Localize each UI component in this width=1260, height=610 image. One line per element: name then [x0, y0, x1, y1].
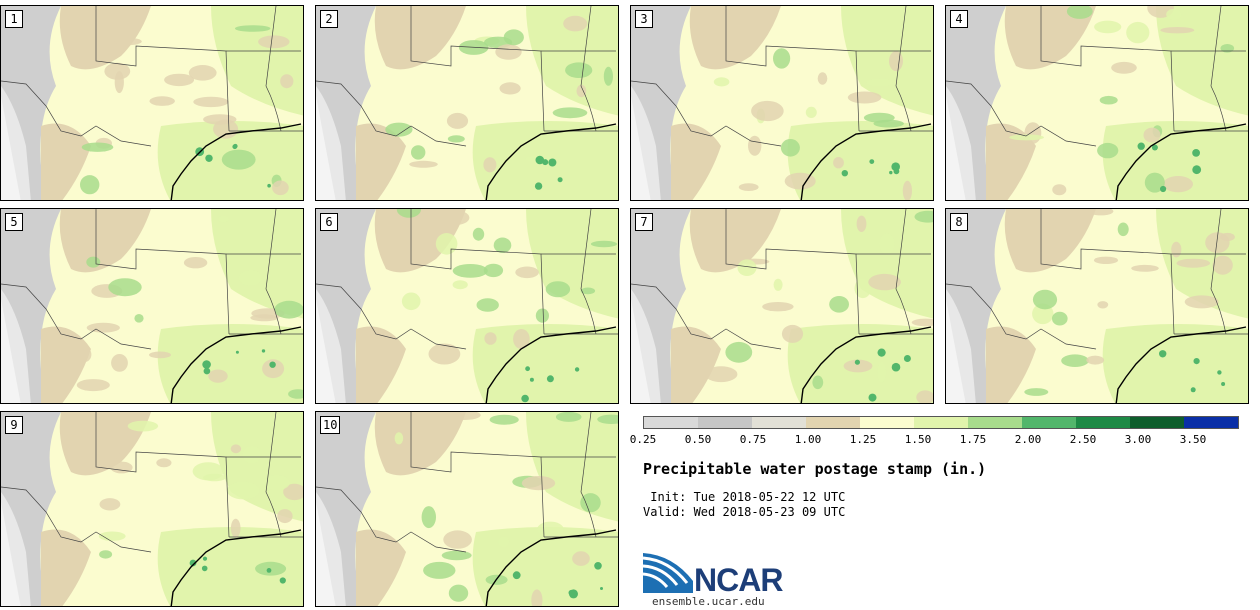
ncar-logo-text: NCAR [694, 562, 783, 598]
colorbar-tick-label: 3.50 [1179, 433, 1207, 446]
colorbar-tick-label: 1.00 [794, 433, 822, 446]
init-time: Init: Tue 2018-05-22 12 UTC [643, 490, 846, 504]
colorbar-swatch [752, 417, 806, 428]
colorbar-tick-label: 0.75 [739, 433, 767, 446]
colorbar-swatch [1022, 417, 1076, 428]
member-panel: 6 [315, 208, 619, 404]
colorbar-tick-label: 1.75 [959, 433, 987, 446]
member-panel: 7 [630, 208, 934, 404]
colorbar-swatch [860, 417, 914, 428]
pw-map [1, 412, 303, 606]
colorbar-tick-label: 2.00 [1014, 433, 1042, 446]
colorbar-swatch [1076, 417, 1130, 428]
member-number: 2 [320, 10, 338, 28]
member-panel: 9 [0, 411, 304, 607]
colorbar [643, 416, 1239, 429]
member-panel: 5 [0, 208, 304, 404]
member-number: 5 [5, 213, 23, 231]
member-number: 6 [320, 213, 338, 231]
pw-map [316, 412, 618, 606]
member-number: 8 [950, 213, 968, 231]
pw-map [1, 6, 303, 200]
member-panel: 3 [630, 5, 934, 201]
member-number: 1 [5, 10, 23, 28]
member-number: 9 [5, 416, 23, 434]
colorbar-tick-label: 1.50 [904, 433, 932, 446]
member-panel: 8 [945, 208, 1249, 404]
colorbar-swatch [698, 417, 752, 428]
colorbar-swatch [644, 417, 698, 428]
colorbar-swatch [1184, 417, 1238, 428]
pw-map [1, 209, 303, 403]
member-number: 10 [320, 416, 341, 434]
colorbar-swatch [806, 417, 860, 428]
member-panel: 10 [315, 411, 619, 607]
colorbar-swatch [1130, 417, 1184, 428]
colorbar-swatch [914, 417, 968, 428]
member-panel: 2 [315, 5, 619, 201]
colorbar-tick-label: 1.25 [849, 433, 877, 446]
colorbar-tick-label: 2.50 [1069, 433, 1097, 446]
colorbar-tick-label: 3.00 [1124, 433, 1152, 446]
map-title: Precipitable water postage stamp (in.) [643, 460, 987, 478]
colorbar-swatch [968, 417, 1022, 428]
valid-time: Valid: Wed 2018-05-23 09 UTC [643, 505, 846, 519]
pw-map [631, 209, 933, 403]
pw-map [631, 6, 933, 200]
colorbar-tick-label: 0.50 [684, 433, 712, 446]
pw-map [946, 6, 1248, 200]
ncar-logo [643, 553, 693, 593]
colorbar-tick-label: 0.25 [629, 433, 657, 446]
member-panel: 4 [945, 5, 1249, 201]
member-number: 4 [950, 10, 968, 28]
pw-map [316, 6, 618, 200]
member-number: 3 [635, 10, 653, 28]
member-number: 7 [635, 213, 653, 231]
site-url[interactable]: ensemble.ucar.edu [652, 595, 765, 608]
pw-map [316, 209, 618, 403]
pw-map [946, 209, 1248, 403]
member-panel: 1 [0, 5, 304, 201]
